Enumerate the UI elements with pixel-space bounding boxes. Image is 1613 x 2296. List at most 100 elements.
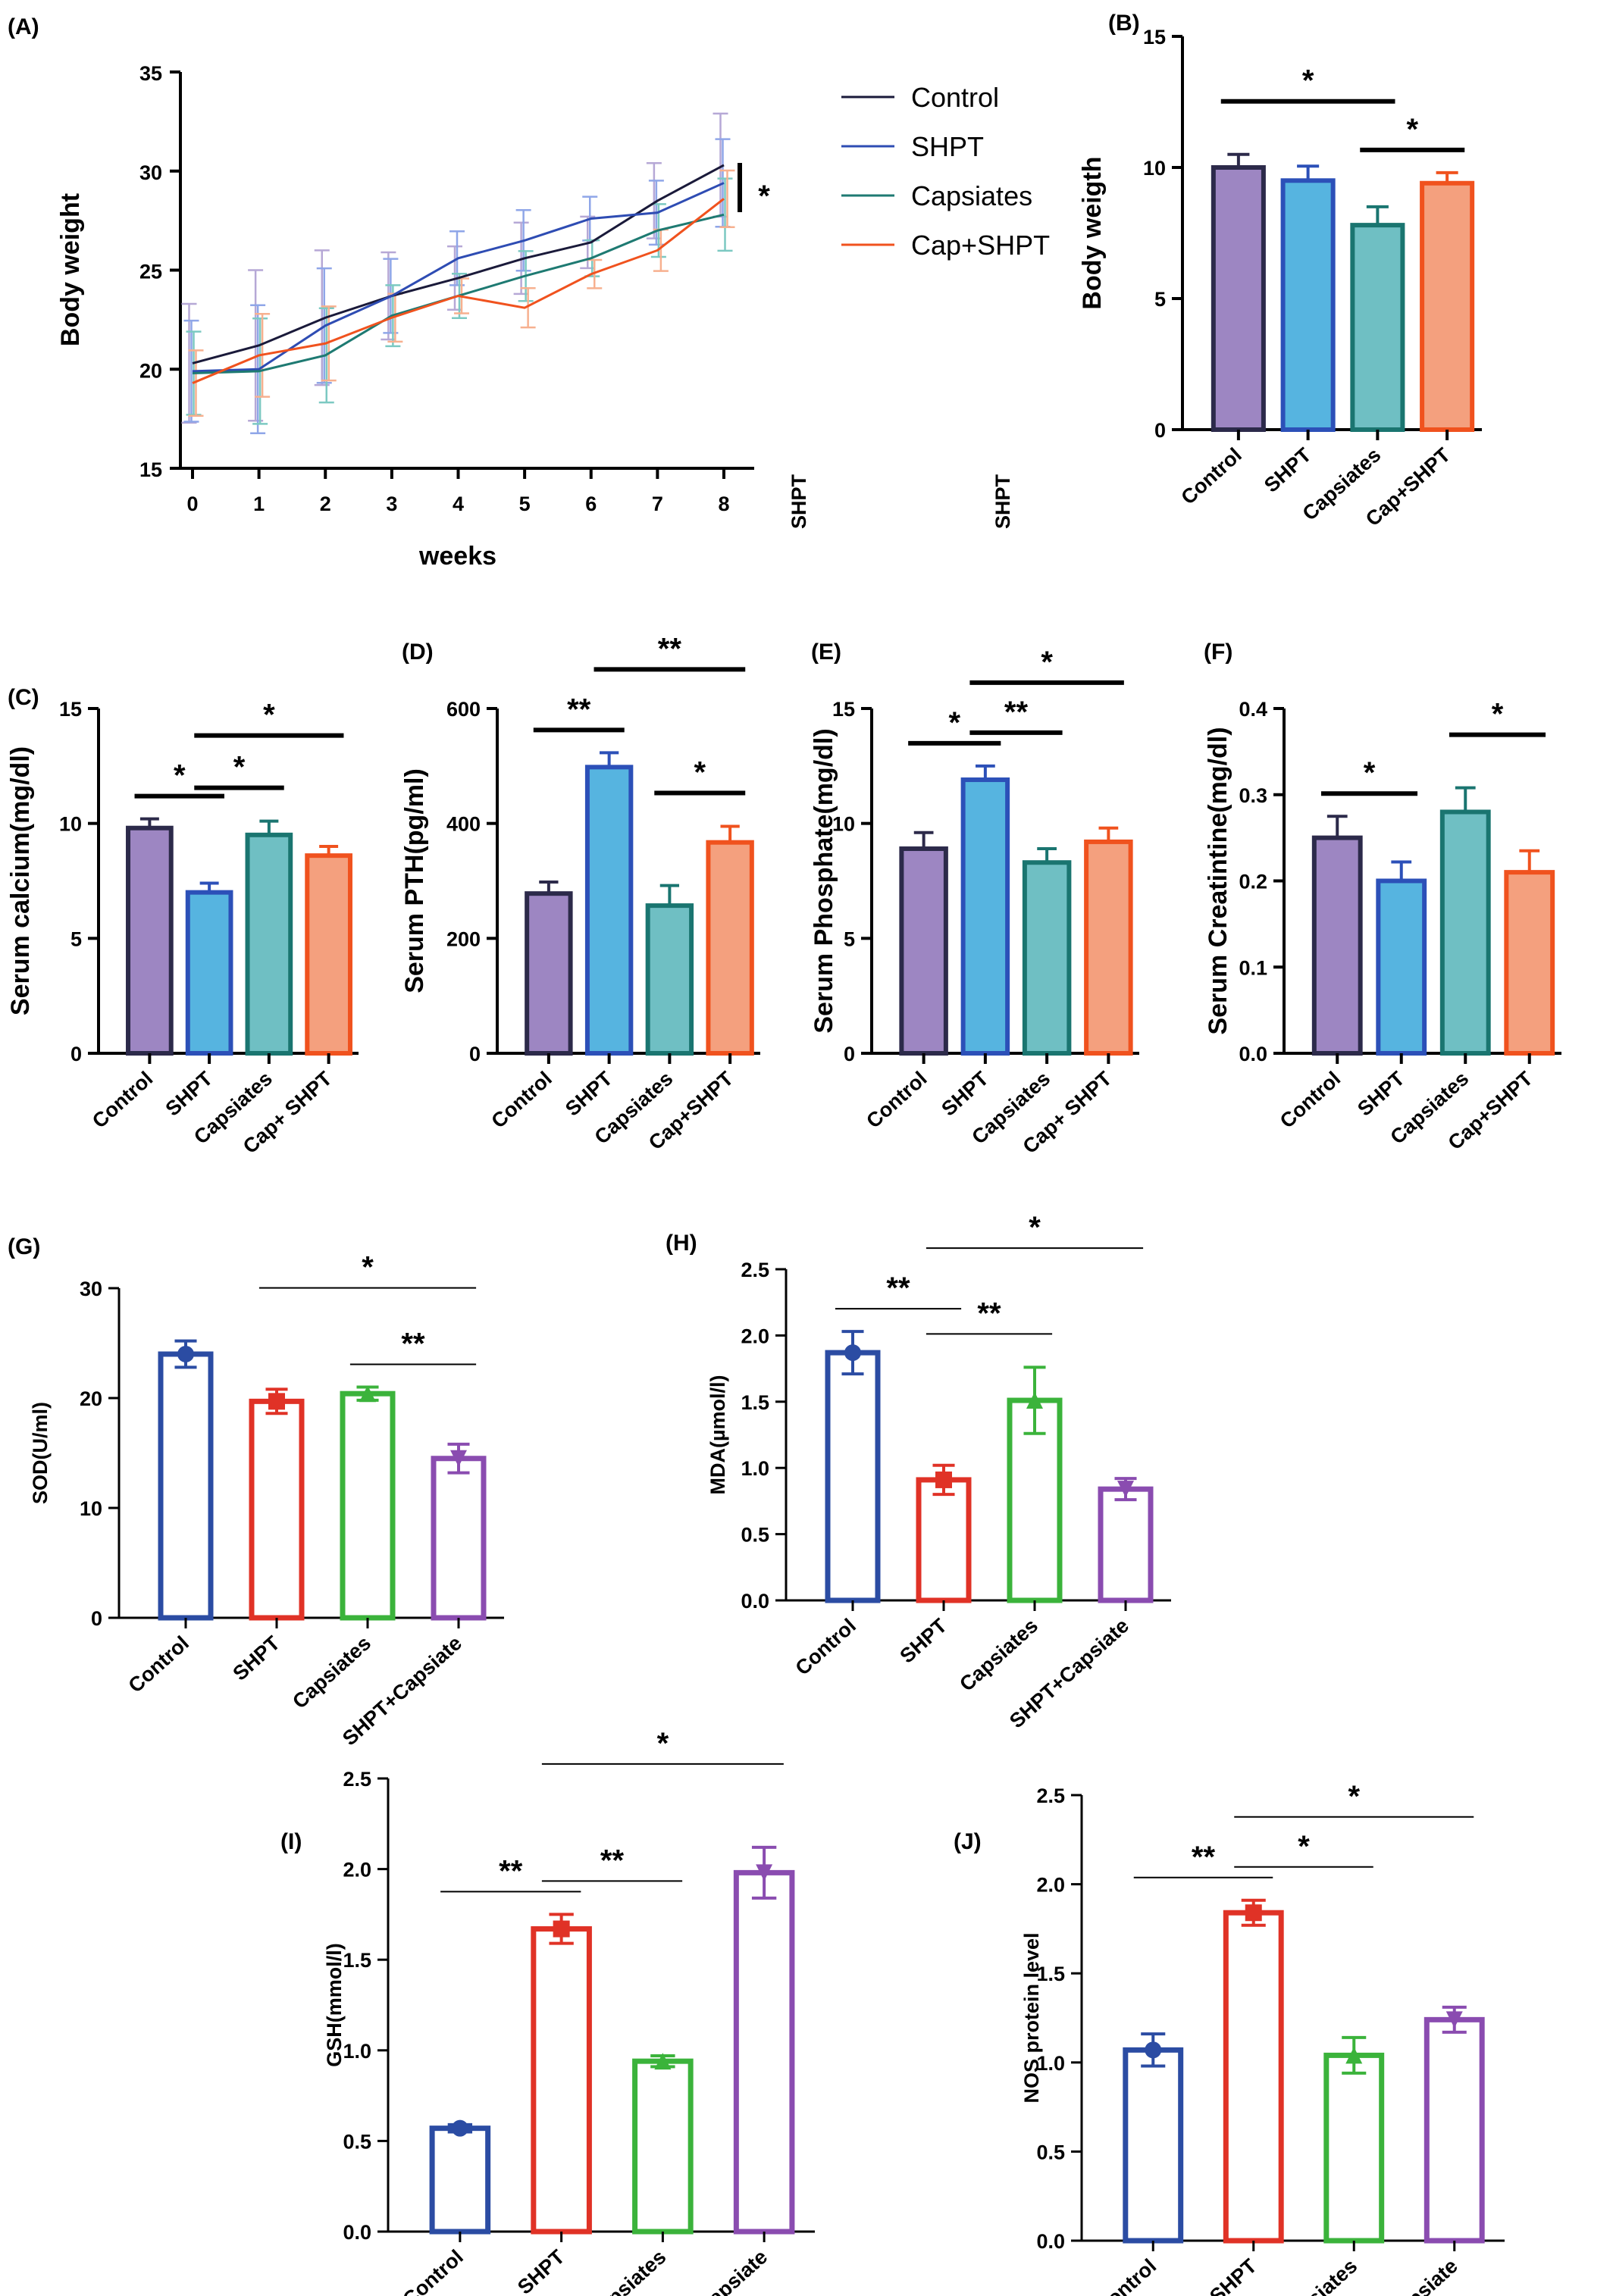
bar-shpt <box>960 777 1010 1056</box>
x-tick-label: SHPT <box>1353 1067 1409 1121</box>
y-axis-title: Serum Phosphate(mg/dl) <box>810 728 838 1033</box>
bar-cap-shpt <box>1504 870 1555 1056</box>
bar-control <box>1211 165 1266 432</box>
data-point-marker <box>756 1864 773 1882</box>
panel-e: (E) 0 5 10 15 Serum Phosphate(mg/dl) Control SH… <box>810 640 1139 1158</box>
y-tick-label: 0 <box>469 1043 481 1065</box>
x-tick-label: 5 <box>519 493 531 515</box>
x-tick-label: 7 <box>652 493 663 515</box>
x-tick-label: SHPT <box>1260 443 1316 497</box>
y-tick-label: 0.5 <box>1036 2141 1065 2163</box>
y-tick-label: 30 <box>139 161 162 184</box>
x-tick-label: SHPT <box>1205 2254 1261 2296</box>
x-tick-label: Control <box>487 1067 556 1133</box>
panel-letter: (C) <box>8 685 39 710</box>
y-tick-label: 2.5 <box>741 1259 769 1281</box>
y-tick-label: 10 <box>1143 157 1166 180</box>
significance-label: * <box>758 180 770 213</box>
bar-capsiates <box>1323 2052 1385 2244</box>
panel-letter: (D) <box>402 640 434 665</box>
y-tick-label: 0.0 <box>1239 1043 1267 1065</box>
significance-label: * <box>1492 698 1504 731</box>
legend-label: SHPT <box>911 131 984 162</box>
significance-label: ** <box>977 1297 1001 1330</box>
panel-letter: (J) <box>954 1829 982 1854</box>
x-tick-label: Control <box>862 1067 931 1133</box>
x-tick-label: SHPT <box>561 1067 617 1121</box>
significance-label: * <box>1406 113 1418 146</box>
series-line-capsiates <box>192 213 725 374</box>
y-tick-label: 0.2 <box>1239 871 1267 893</box>
x-tick-label: SHPT <box>228 1631 284 1685</box>
data-point-marker <box>654 2053 672 2070</box>
x-tick-label: Control <box>791 1614 860 1680</box>
significance-label: * <box>1348 1780 1360 1813</box>
x-tick-label: 6 <box>585 493 597 515</box>
significance-label: * <box>1302 64 1314 98</box>
bar-control <box>158 1351 214 1621</box>
y-axis-title: SOD(U/ml) <box>29 1402 52 1504</box>
y-axis-title: NOS protein level <box>1020 1932 1043 2103</box>
y-tick-label: 0 <box>70 1043 82 1065</box>
y-axis-title: MDA(µmol/l) <box>706 1375 729 1494</box>
y-tick-label: 1.5 <box>343 1949 371 1972</box>
series-line-cap-shpt <box>192 198 725 384</box>
significance-label: * <box>1364 756 1376 790</box>
bar-shpt <box>916 1477 972 1603</box>
y-tick-label: 0.3 <box>1239 784 1267 807</box>
bar-cap-shpt <box>305 853 352 1056</box>
x-tick-label: Control <box>1092 2254 1160 2296</box>
y-tick-label: 0.4 <box>1239 698 1267 721</box>
significance-label: ** <box>1004 696 1029 729</box>
stray-label-shpt-1: SHPT <box>788 474 810 529</box>
y-tick-label: 0.0 <box>343 2221 371 2244</box>
series-line-control <box>192 164 725 364</box>
bar-shpt-capsiate <box>1424 2016 1485 2244</box>
bar-capsiates <box>1350 223 1405 432</box>
data-point-marker <box>935 1471 952 1488</box>
y-tick-label: 2.5 <box>343 1768 371 1791</box>
y-tick-label: 5 <box>70 927 82 950</box>
data-point-marker <box>1345 2047 1363 2064</box>
significance-label: * <box>1041 646 1053 679</box>
significance-label: * <box>657 1727 669 1760</box>
x-tick-label: 4 <box>453 493 464 515</box>
bar-control <box>429 2126 491 2235</box>
y-tick-label: 2.0 <box>343 1859 371 1882</box>
y-tick-label: 2.5 <box>1036 1785 1065 1807</box>
y-tick-label: 0 <box>91 1607 102 1630</box>
y-tick-label: 400 <box>446 813 481 836</box>
bar-control <box>1123 2047 1184 2244</box>
y-axis-title: Body weigth <box>1078 156 1107 309</box>
bar-cap-shpt <box>706 840 754 1056</box>
y-tick-label: 0.5 <box>343 2130 371 2153</box>
panel-j: (J) 0.0 0.5 1.0 1.5 2.0 2.5 NOS protein level Co… <box>954 1780 1505 2296</box>
x-tick-label: Control <box>1176 443 1245 509</box>
x-tick-label: 3 <box>386 493 397 515</box>
data-point-marker <box>1245 1904 1262 1922</box>
x-tick-label: SHPT <box>161 1067 218 1121</box>
x-tick-label: 1 <box>253 493 265 515</box>
panel-a: (A) 15 20 25 30 35 0 1 2 3 4 5 6 7 8 weeks Body weight * C… <box>8 14 1050 571</box>
y-tick-label: 20 <box>80 1387 102 1410</box>
data-point-marker <box>844 1344 861 1362</box>
significance-label: ** <box>1192 1841 1216 1874</box>
significance-label: * <box>694 755 706 789</box>
y-tick-label: 2.0 <box>741 1325 769 1347</box>
significance-label: ** <box>886 1272 910 1305</box>
panel-letter: (H) <box>666 1231 697 1256</box>
data-point-marker <box>1117 1481 1134 1498</box>
significance-label: * <box>263 699 275 732</box>
x-tick-label: Capsiates <box>288 1631 375 1713</box>
bar-shpt <box>185 890 233 1056</box>
y-tick-label: 10 <box>80 1497 102 1520</box>
y-tick-label: 1.0 <box>343 2040 371 2063</box>
y-tick-label: 0.5 <box>741 1524 769 1547</box>
y-tick-label: 25 <box>139 261 162 283</box>
bar-shpt <box>1376 878 1427 1056</box>
x-tick-label: 8 <box>718 493 729 515</box>
bar-capsiates <box>1439 809 1491 1056</box>
x-tick-label: 2 <box>320 493 331 515</box>
